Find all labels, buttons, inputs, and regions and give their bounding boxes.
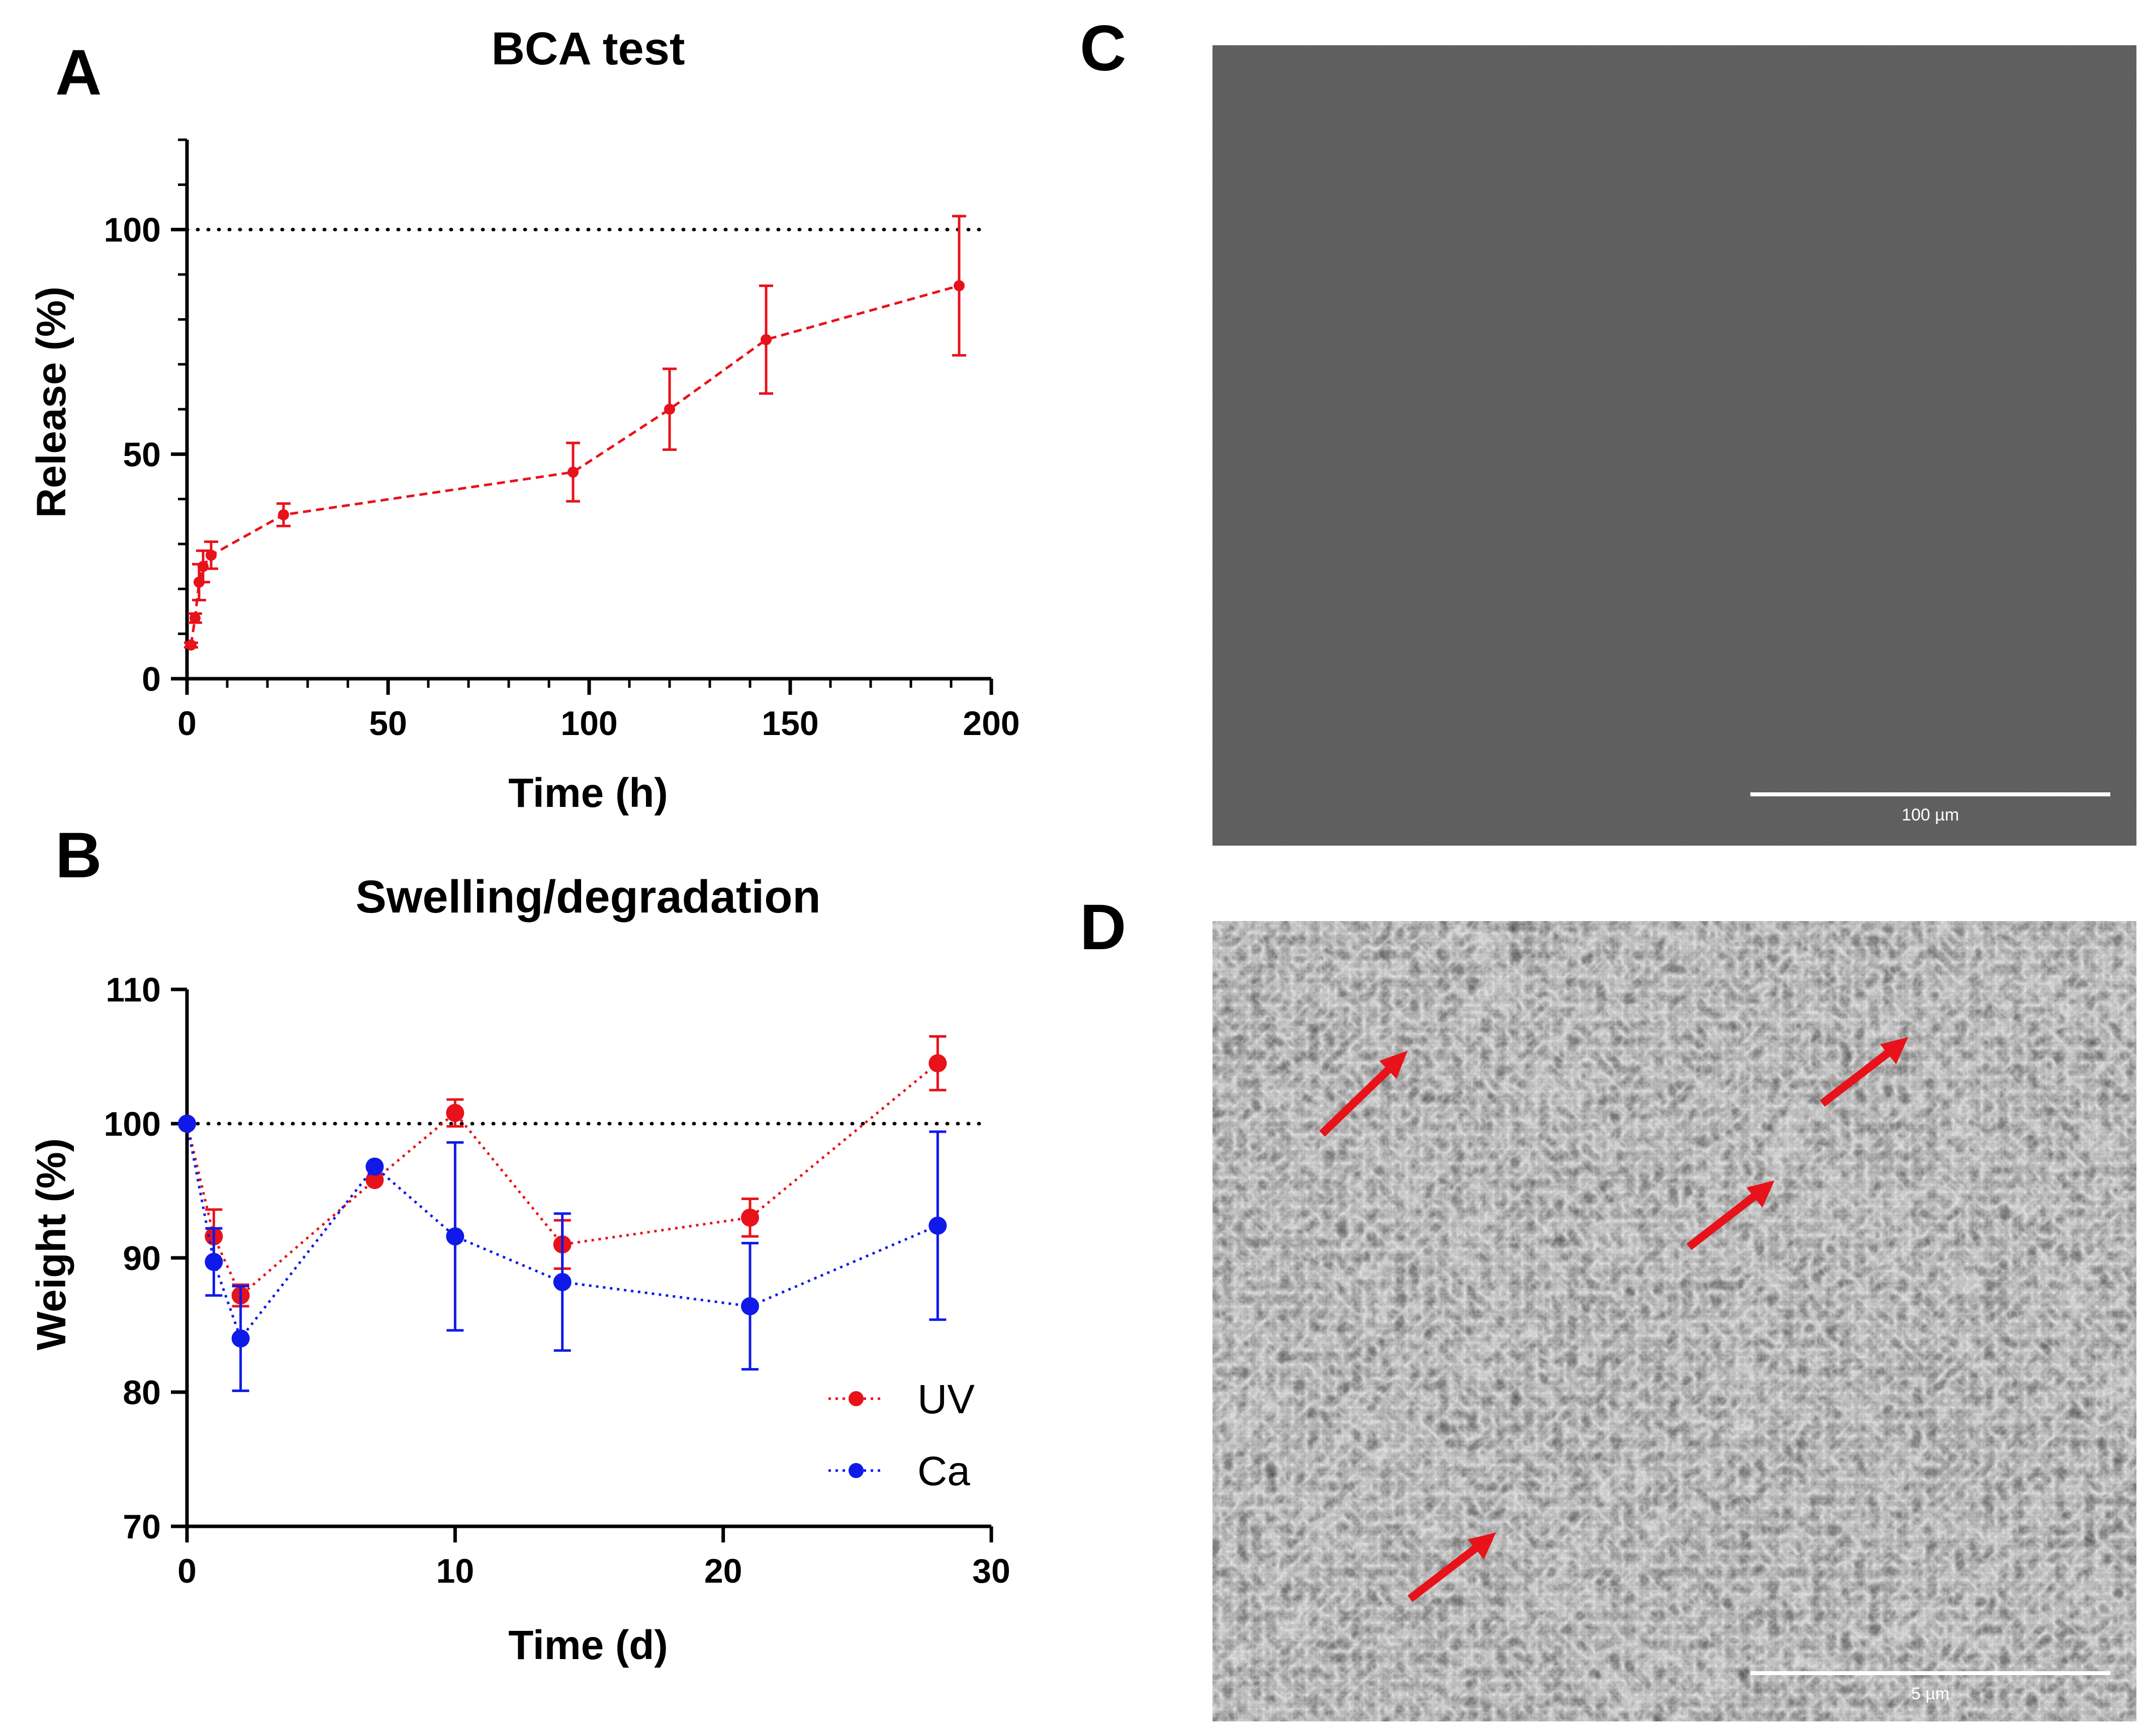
x-tick-label: 150 (762, 704, 818, 743)
series-ca-point (446, 1227, 464, 1246)
series-ca-point (231, 1329, 250, 1348)
panel-c-micrograph: C 100 µm (1080, 13, 2136, 846)
chart-a-y-axis-label: Release (%) (29, 287, 74, 518)
series-bca-point (185, 639, 197, 651)
chart-a-plot-area: 0 50 100 150 200 0 50 100 (104, 138, 1020, 743)
y-tick-label: 80 (123, 1374, 161, 1412)
scale-bar-c-label: 100 µm (1902, 805, 1959, 825)
chart-b-plot-area: 0 10 20 30 70 80 90 100 110 (104, 971, 1010, 1590)
x-tick-label: 100 (561, 704, 617, 743)
y-tick-label: 0 (142, 660, 161, 698)
scale-bar-d-label: 5 µm (1911, 1684, 1949, 1703)
series-uv-point (928, 1054, 947, 1072)
chart-b-title: Swelling/degradation (355, 871, 820, 923)
x-tick-label: 0 (177, 704, 197, 743)
arrow-4-head (1468, 1532, 1496, 1560)
arrow-1 (1319, 1062, 1396, 1137)
y-tick-label: 70 (123, 1508, 161, 1546)
arrow-2 (1687, 1188, 1763, 1250)
arrow-2-head (1746, 1180, 1775, 1208)
panel-a-label: A (55, 37, 102, 109)
x-tick-label: 200 (963, 704, 1019, 743)
panel-b-label: B (55, 819, 102, 891)
series-ca-point (205, 1253, 223, 1271)
panel-d-micrograph: D 5 µm (1080, 891, 2136, 1721)
panel-b-chart: B Swelling/degradation 0 10 20 30 70 80 90 100 1… (29, 819, 1010, 1668)
sem-network-texture (1212, 921, 2136, 1721)
series-bca-point (198, 561, 209, 572)
series-uv-line (185, 1062, 939, 1298)
series-uv-point (446, 1104, 464, 1122)
chart-b-y-axis-label: Weight (%) (29, 1138, 74, 1350)
series-ca-point (928, 1216, 947, 1235)
series-bca-point (954, 280, 965, 292)
y-tick-label: 110 (106, 971, 161, 1009)
y-tick-label: 90 (123, 1239, 161, 1277)
x-tick-label: 50 (369, 704, 407, 743)
arrow-3-head (1880, 1037, 1908, 1064)
x-tick-label: 20 (704, 1552, 742, 1590)
series-bca-point (278, 509, 289, 520)
series-ca-point (741, 1297, 759, 1316)
series-ca-point (365, 1157, 384, 1176)
series-ca-line (185, 1123, 939, 1341)
arrow-4 (1408, 1540, 1484, 1602)
x-tick-label: 10 (436, 1552, 475, 1590)
legend-ca-label: Ca (917, 1448, 970, 1494)
series-bca-point (206, 550, 217, 561)
chart-a-title: BCA test (491, 23, 685, 74)
panel-c-label: C (1080, 13, 1126, 84)
y-tick-label: 50 (123, 435, 161, 474)
panel-a-chart: A BCA test 0 50 100 150 200 0 50 100 Time (h) R… (29, 23, 1020, 816)
panel-d-label: D (1080, 891, 1126, 963)
series-uv-point (741, 1208, 759, 1227)
legend-uv-marker (849, 1391, 864, 1406)
series-uv-point (365, 1171, 384, 1190)
series-ca-point (553, 1273, 572, 1292)
chart-a-x-axis-label: Time (h) (508, 770, 668, 816)
x-tick-label: 30 (972, 1552, 1010, 1590)
red-arrows (1319, 1037, 1908, 1602)
arrow-3 (1820, 1045, 1897, 1107)
legend-uv-label: UV (917, 1377, 975, 1422)
y-tick-label: 100 (104, 211, 161, 249)
series-bca-point (761, 334, 772, 345)
series-bca-point (190, 612, 201, 624)
sem-image-texture (1212, 45, 2136, 846)
series-bca-line (190, 284, 960, 646)
series-bca-point (664, 404, 675, 415)
legend-ca-marker (849, 1463, 864, 1478)
y-tick-label: 100 (104, 1105, 161, 1143)
x-tick-label: 0 (177, 1552, 197, 1590)
chart-b-x-axis-label: Time (d) (508, 1622, 668, 1668)
series-ca-point (178, 1115, 196, 1133)
arrow-1-head (1379, 1051, 1408, 1079)
chart-b-legend: UV Ca (828, 1377, 975, 1494)
series-bca-point (568, 467, 579, 478)
